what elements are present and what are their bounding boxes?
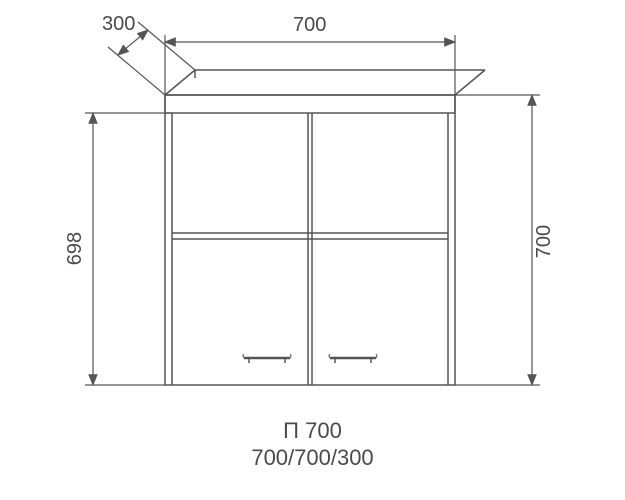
title-model: П 700 — [0, 418, 625, 444]
label-height-outer: 700 — [533, 225, 556, 258]
title-dimensions: 700/700/300 — [0, 445, 625, 471]
handle-right — [329, 354, 377, 363]
depth-line-right — [455, 70, 485, 95]
top-panel — [165, 95, 455, 113]
ext-line-depth — [138, 22, 195, 70]
depth-line-left — [165, 70, 195, 95]
ext-line-depth — [108, 47, 165, 95]
label-height-inner: 698 — [64, 232, 87, 265]
label-width: 700 — [293, 14, 326, 37]
handle-left — [243, 354, 291, 363]
label-depth: 300 — [102, 13, 135, 36]
cabinet-outline — [165, 95, 455, 385]
